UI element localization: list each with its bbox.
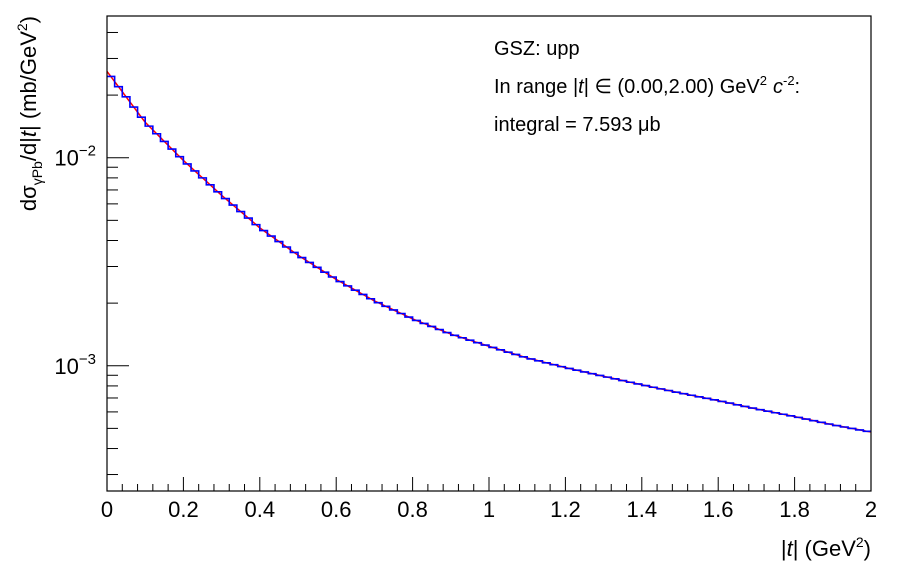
x-tick-label: 1.8 — [779, 497, 810, 522]
histogram-steps — [107, 75, 871, 433]
x-tick-label: 0.2 — [168, 497, 199, 522]
x-tick-labels: 0 0.2 0.4 0.6 0.8 1 1.2 1.4 1.6 1.8 2 — [101, 497, 877, 522]
y-axis-title: dσγPb/d|t| (mb/GeV2) — [14, 16, 45, 211]
x-tick-label: 0.4 — [245, 497, 276, 522]
x-tick-label: 0 — [101, 497, 113, 522]
y-tick-label: 10−2 — [54, 143, 96, 171]
data-series — [106, 70, 872, 433]
annotation-range: In range |t| ∈ (0.00,2.00) GeV2 c-2: — [494, 73, 800, 98]
annotation-integral: integral = 7.593 μb — [494, 114, 661, 136]
x-axis-title: |t| (GeV2) — [781, 534, 871, 561]
x-tick-label: 0.8 — [397, 497, 428, 522]
y-tick-labels: 10−2 10−3 — [54, 143, 96, 379]
axis-ticks — [106, 31, 872, 491]
x-tick-label: 1.6 — [703, 497, 734, 522]
x-tick-label: 1.4 — [627, 497, 658, 522]
x-tick-label: 2 — [865, 497, 877, 522]
x-tick-label: 0.6 — [321, 497, 352, 522]
x-tick-label: 1 — [483, 497, 495, 522]
x-tick-label: 1.2 — [550, 497, 581, 522]
y-tick-label: 10−3 — [54, 351, 96, 379]
annotation-model: GSZ: upp — [494, 38, 580, 60]
